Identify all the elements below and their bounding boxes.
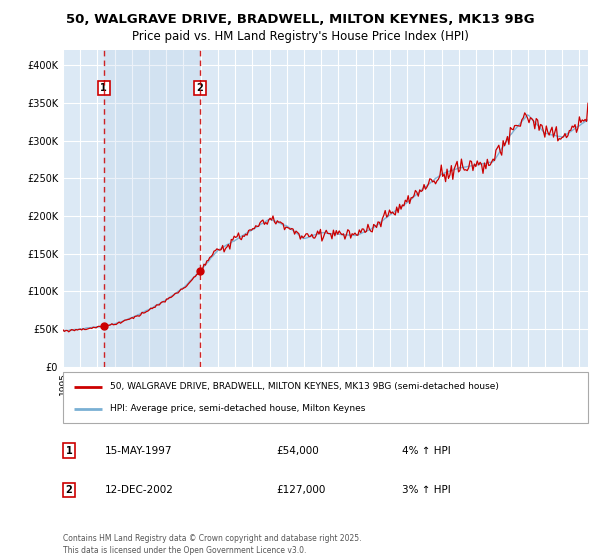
Text: HPI: Average price, semi-detached house, Milton Keynes: HPI: Average price, semi-detached house,… [110,404,365,413]
Text: 15-MAY-1997: 15-MAY-1997 [105,446,173,456]
Text: 3% ↑ HPI: 3% ↑ HPI [402,485,451,495]
Text: 1: 1 [100,83,107,93]
Text: 4% ↑ HPI: 4% ↑ HPI [402,446,451,456]
Text: Contains HM Land Registry data © Crown copyright and database right 2025.
This d: Contains HM Land Registry data © Crown c… [63,534,361,555]
Text: £127,000: £127,000 [276,485,325,495]
Text: 2: 2 [65,485,73,495]
FancyBboxPatch shape [63,372,588,423]
Text: 12-DEC-2002: 12-DEC-2002 [105,485,174,495]
Text: 1: 1 [65,446,73,456]
Text: 2: 2 [196,83,203,93]
Bar [104,50,200,367]
Text: £54,000: £54,000 [276,446,319,456]
Text: 50, WALGRAVE DRIVE, BRADWELL, MILTON KEYNES, MK13 9BG (semi-detached house): 50, WALGRAVE DRIVE, BRADWELL, MILTON KEY… [110,382,499,391]
Text: Price paid vs. HM Land Registry's House Price Index (HPI): Price paid vs. HM Land Registry's House … [131,30,469,43]
Text: 50, WALGRAVE DRIVE, BRADWELL, MILTON KEYNES, MK13 9BG: 50, WALGRAVE DRIVE, BRADWELL, MILTON KEY… [65,13,535,26]
